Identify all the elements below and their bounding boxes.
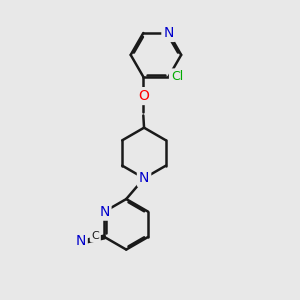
Text: Cl: Cl <box>171 70 183 83</box>
Text: O: O <box>138 89 149 103</box>
Text: C: C <box>92 231 99 241</box>
Text: N: N <box>164 26 174 40</box>
Text: N: N <box>75 234 86 248</box>
Text: N: N <box>139 171 149 185</box>
Text: N: N <box>99 205 110 219</box>
